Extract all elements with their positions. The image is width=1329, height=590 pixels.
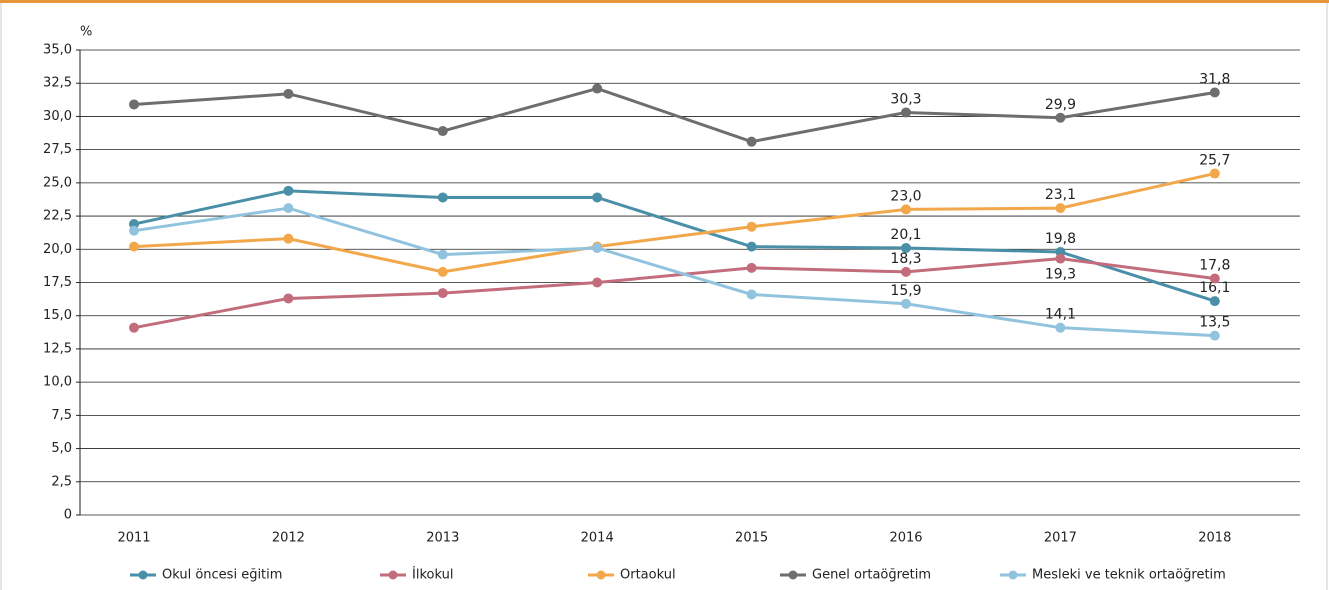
y-tick-label: 17,5 bbox=[43, 275, 72, 290]
y-tick-label: 2,5 bbox=[51, 474, 72, 489]
legend-label: Okul öncesi eğitim bbox=[162, 568, 282, 583]
y-tick-label: 7,5 bbox=[51, 408, 72, 423]
data-label: 18,3 bbox=[890, 251, 921, 267]
data-label: 23,1 bbox=[1045, 187, 1076, 203]
y-tick-label: 25,0 bbox=[43, 175, 72, 190]
data-point bbox=[283, 233, 294, 244]
series-line bbox=[133, 257, 1215, 330]
data-point bbox=[1055, 253, 1066, 264]
x-tick-label: 2012 bbox=[272, 531, 305, 546]
x-tick-label: 2017 bbox=[1044, 531, 1077, 546]
data-label: 15,9 bbox=[890, 283, 921, 299]
y-tick-label: 35,0 bbox=[43, 43, 72, 58]
data-point bbox=[129, 225, 139, 236]
y-tick-label: 10,0 bbox=[43, 375, 72, 390]
legend-swatch bbox=[596, 570, 606, 580]
data-point bbox=[1209, 273, 1220, 284]
data-point bbox=[1055, 322, 1066, 333]
data-label: 19,8 bbox=[1045, 231, 1076, 247]
data-label: 13,5 bbox=[1199, 315, 1230, 331]
data-label: 31,8 bbox=[1199, 72, 1230, 88]
data-point bbox=[437, 192, 448, 203]
data-point bbox=[437, 126, 448, 137]
y-tick-label: 30,0 bbox=[43, 109, 72, 124]
y-tick-label: 32,5 bbox=[43, 76, 72, 91]
data-point bbox=[901, 242, 911, 253]
data-point bbox=[746, 289, 757, 300]
y-tick-label: 27,5 bbox=[43, 142, 72, 157]
data-label: 14,1 bbox=[1045, 307, 1076, 323]
x-tick-label: 2011 bbox=[117, 531, 150, 546]
data-label: 20,1 bbox=[890, 227, 921, 243]
legend-swatch bbox=[388, 570, 398, 580]
data-point bbox=[283, 88, 294, 99]
y-tick-label: 15,0 bbox=[43, 308, 72, 323]
data-point bbox=[746, 136, 757, 147]
legend-swatch bbox=[1008, 570, 1018, 580]
y-tick-label: 20,0 bbox=[43, 242, 72, 257]
data-label: 30,3 bbox=[890, 91, 921, 107]
data-point bbox=[1209, 296, 1220, 307]
data-point bbox=[1209, 87, 1220, 98]
legend-swatch bbox=[788, 570, 798, 580]
data-point bbox=[437, 249, 448, 260]
legend-label: İlkokul bbox=[412, 567, 453, 583]
data-label: 25,7 bbox=[1199, 153, 1230, 169]
data-point bbox=[901, 107, 911, 118]
series-line bbox=[133, 172, 1216, 274]
data-point bbox=[592, 192, 603, 203]
data-point bbox=[901, 204, 911, 215]
series-line bbox=[133, 206, 1215, 338]
data-point bbox=[592, 277, 603, 288]
series-line bbox=[133, 86, 1216, 144]
data-point bbox=[283, 203, 294, 214]
x-tick-label: 2018 bbox=[1198, 531, 1231, 546]
data-label: 19,3 bbox=[1045, 267, 1076, 283]
x-tick-label: 2013 bbox=[426, 531, 459, 546]
data-point bbox=[901, 266, 911, 277]
x-tick-label: 2016 bbox=[889, 531, 922, 546]
data-point bbox=[437, 266, 448, 277]
x-tick-label: 2015 bbox=[735, 531, 768, 546]
data-label: 23,0 bbox=[890, 188, 921, 204]
legend-label: Genel ortaöğretim bbox=[812, 568, 931, 583]
data-label: 29,9 bbox=[1045, 97, 1076, 113]
y-axis-label: % bbox=[80, 25, 92, 40]
data-point bbox=[746, 221, 757, 232]
data-label: 17,8 bbox=[1199, 258, 1230, 274]
data-point bbox=[129, 241, 139, 252]
data-point bbox=[746, 241, 757, 252]
data-point bbox=[746, 262, 757, 273]
data-point bbox=[1055, 203, 1066, 214]
legend-label: Mesleki ve teknik ortaöğretim bbox=[1032, 568, 1226, 583]
data-label: 16,1 bbox=[1199, 280, 1230, 296]
legend-swatch bbox=[138, 570, 148, 580]
y-tick-label: 0 bbox=[64, 508, 72, 523]
data-point bbox=[1209, 168, 1220, 179]
top-bar bbox=[0, 0, 1329, 3]
data-point bbox=[592, 242, 603, 253]
y-tick-label: 12,5 bbox=[43, 341, 72, 356]
series-line bbox=[133, 189, 1216, 303]
data-point bbox=[283, 185, 294, 196]
data-point bbox=[592, 83, 603, 94]
data-point bbox=[1055, 112, 1066, 123]
legend-label: Ortaokul bbox=[620, 568, 676, 583]
data-point bbox=[129, 322, 139, 333]
data-point bbox=[901, 298, 911, 309]
y-tick-label: 5,0 bbox=[51, 441, 72, 456]
y-tick-label: 22,5 bbox=[43, 209, 72, 224]
data-point bbox=[1209, 330, 1220, 341]
data-point bbox=[437, 288, 448, 299]
x-tick-label: 2014 bbox=[581, 531, 614, 546]
data-point bbox=[283, 293, 294, 304]
data-point bbox=[129, 99, 139, 110]
